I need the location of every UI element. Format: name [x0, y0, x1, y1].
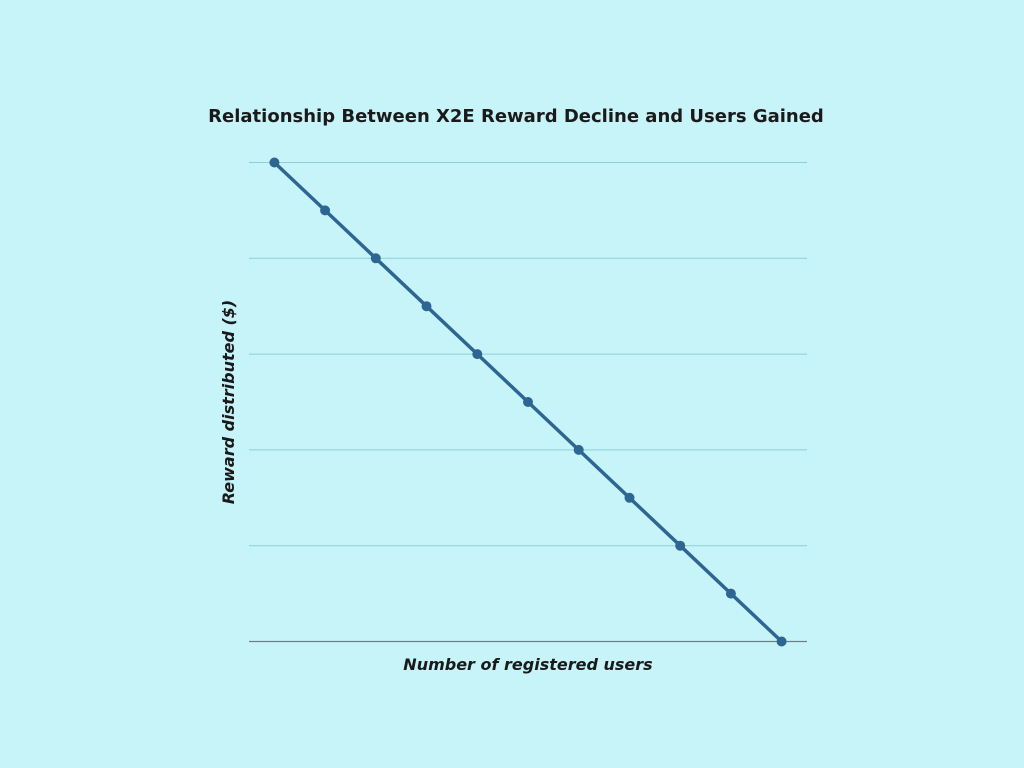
data-point [421, 301, 432, 312]
data-point [370, 253, 381, 264]
data-point [472, 349, 483, 360]
data-point [269, 157, 280, 168]
data-point [776, 636, 787, 647]
data-point [675, 540, 686, 551]
x-axis-label: Number of registered users [403, 655, 652, 674]
chart-title: Relationship Between X2E Reward Decline … [208, 106, 824, 127]
data-point [573, 444, 584, 455]
data-point [624, 492, 635, 503]
y-axis-label: Reward distributed ($) [219, 300, 238, 504]
data-point [725, 588, 736, 599]
data-point [523, 397, 533, 407]
data-points [269, 157, 787, 647]
data-point [320, 205, 331, 216]
gridlines [249, 162, 807, 643]
